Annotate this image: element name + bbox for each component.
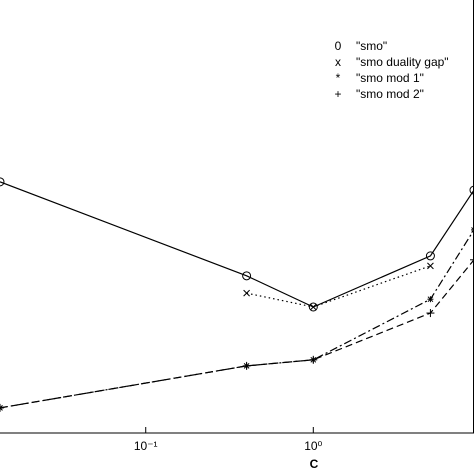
legend-label: "smo duality gap" bbox=[356, 55, 449, 69]
marker bbox=[471, 226, 474, 233]
series-line bbox=[0, 229, 474, 409]
marker bbox=[427, 296, 434, 303]
marker bbox=[425, 251, 435, 261]
marker bbox=[308, 302, 318, 312]
marker bbox=[0, 177, 5, 187]
legend-marker: + bbox=[334, 87, 341, 101]
series-line bbox=[0, 181, 474, 308]
marker bbox=[426, 309, 435, 318]
marker bbox=[470, 255, 474, 264]
marker bbox=[427, 262, 434, 270]
marker bbox=[242, 271, 252, 281]
legend-marker: 0 bbox=[335, 39, 342, 53]
legend-label: "smo mod 1" bbox=[356, 71, 424, 85]
marker bbox=[309, 355, 318, 364]
series-line bbox=[0, 259, 474, 409]
marker bbox=[243, 289, 250, 297]
legend-label: "smo mod 2" bbox=[356, 87, 424, 101]
marker bbox=[469, 185, 474, 195]
legend-marker: * bbox=[336, 71, 341, 85]
marker bbox=[242, 361, 251, 370]
series-line bbox=[246, 265, 431, 308]
x-axis-label: C bbox=[310, 457, 319, 471]
plot-area bbox=[0, 177, 474, 412]
marker bbox=[309, 303, 317, 311]
marker bbox=[0, 403, 4, 412]
legend-label: "smo" bbox=[356, 39, 387, 53]
legend-marker: x bbox=[335, 55, 341, 69]
x-tick-label: 10⁰ bbox=[304, 439, 322, 453]
x-tick-label: 10⁻¹ bbox=[134, 439, 158, 453]
